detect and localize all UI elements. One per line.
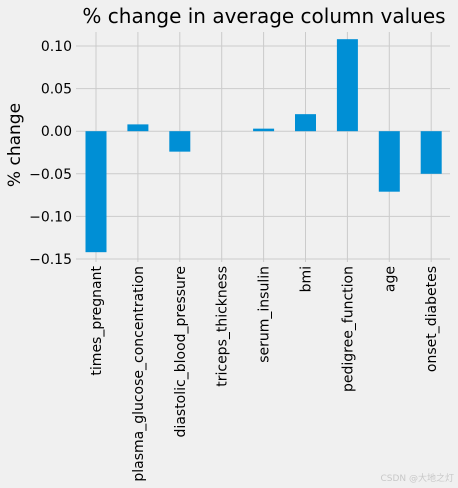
x-tick-label: triceps_thickness <box>215 266 231 387</box>
bar-diastolic_blood_pressure <box>169 131 191 152</box>
x-tick-label: times_pregnant <box>89 265 105 375</box>
bar-bmi <box>295 114 316 132</box>
bar-times_pregnant <box>85 131 107 253</box>
bar-plasma_glucose_concentration <box>127 124 149 132</box>
x-tick-label: plasma_glucose_concentration <box>131 266 147 482</box>
bar-age <box>378 131 400 192</box>
x-tick-label: pedigree_function <box>340 266 356 392</box>
x-tick-labels: times_pregnant plasma_glucose_concentrati… <box>89 265 440 481</box>
x-tick-label: serum_insulin <box>257 266 273 363</box>
y-tick-label: −0.05 <box>29 167 72 183</box>
y-tick-label: −0.15 <box>29 252 72 268</box>
x-tick-label: diastolic_blood_pressure <box>173 266 189 437</box>
y-tick-label: −0.10 <box>29 209 72 225</box>
y-tick-label: 0.10 <box>41 39 72 55</box>
bar-pedigree_function <box>336 39 358 132</box>
x-tick-label: onset_diabetes <box>424 266 440 372</box>
y-tick-labels: −0.15 −0.10 −0.05 0.00 0.05 0.10 <box>29 39 72 268</box>
x-tick-label: age <box>382 266 398 292</box>
chart-title: % change in average column values <box>82 4 445 28</box>
y-axis-label: % change <box>5 103 25 187</box>
bar-onset_diabetes <box>420 131 442 174</box>
bar-serum_insulin <box>253 128 275 132</box>
x-tick-label: bmi <box>299 266 315 292</box>
bars <box>85 39 442 253</box>
y-tick-label: 0.00 <box>41 124 72 140</box>
y-tick-label: 0.05 <box>41 82 72 98</box>
watermark: CSDN @大地之灯 <box>380 474 454 484</box>
